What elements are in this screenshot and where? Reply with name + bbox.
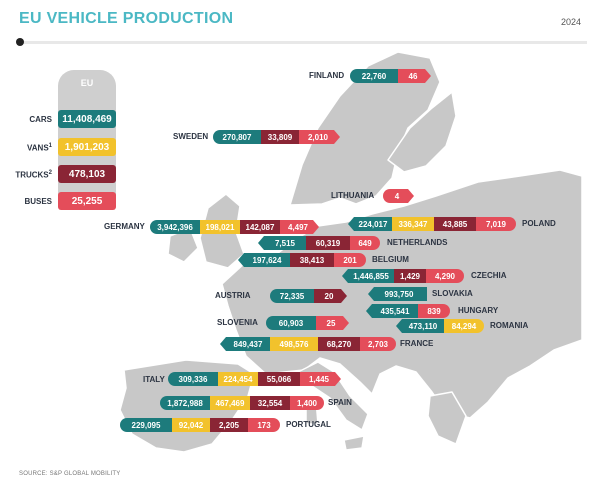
page-title: EU VEHICLE PRODUCTION	[19, 10, 234, 27]
austria-trucks-badge: 20	[314, 289, 347, 303]
country-label-sweden: SWEDEN	[173, 132, 209, 141]
spain-buses-badge: 1,400	[290, 396, 324, 410]
country-label-austria: AUSTRIA	[215, 291, 251, 300]
poland-trucks-badge: 43,885	[434, 217, 476, 231]
title-divider	[19, 41, 587, 44]
portugal-vans-badge: 92,042	[172, 418, 210, 432]
legend-label-buses: BUSES	[24, 197, 52, 206]
romania-cars-badge: 473,110	[396, 319, 447, 333]
finland-cars-badge: 22,760	[350, 69, 398, 83]
italy-cars-badge: 309,336	[168, 372, 218, 386]
country-label-netherlands: NETHERLANDS	[387, 238, 448, 247]
hungary-buses-badge: 839	[418, 304, 450, 318]
legend-label-vans: VANS1	[27, 143, 52, 153]
country-label-italy: ITALY	[143, 375, 165, 384]
spain-cars-badge: 1,872,988	[160, 396, 210, 410]
country-label-portugal: PORTUGAL	[286, 420, 331, 429]
lithuania-buses-badge: 4	[383, 189, 414, 203]
france-buses-badge: 2,703	[360, 337, 396, 351]
country-label-slovenia: SLOVENIA	[217, 318, 258, 327]
country-label-belgium: BELGIUM	[372, 255, 409, 264]
belgium-cars-badge: 197,624	[238, 253, 293, 267]
country-label-germany: GERMANY	[104, 222, 145, 231]
scandinavia-shape	[289, 51, 441, 206]
italy-vans-badge: 224,454	[218, 372, 258, 386]
spain-vans-badge: 467,469	[210, 396, 250, 410]
legend-value-cars: 11,408,469	[58, 110, 116, 128]
italy-buses-badge: 1,445	[300, 372, 341, 386]
czechia-cars-badge: 1,446,855	[342, 269, 397, 283]
france-trucks-badge: 68,270	[318, 337, 360, 351]
source-note: SOURCE: S&P GLOBAL MOBILITY	[19, 471, 121, 477]
austria-cars-badge: 72,335	[270, 289, 314, 303]
legend-value-vans: 1,901,203	[58, 138, 116, 156]
czechia-buses-badge: 4,290	[426, 269, 464, 283]
romania-vans-badge: 84,294	[444, 319, 484, 333]
country-label-czechia: CZECHIA	[471, 271, 507, 280]
legend-value-trucks: 478,103	[58, 165, 116, 183]
country-label-lithuania: LITHUANIA	[331, 191, 375, 200]
czechia-trucks-badge: 1,429	[394, 269, 426, 283]
country-label-slovakia: SLOVAKIA	[432, 289, 473, 298]
germany-buses-badge: 4,497	[280, 220, 319, 234]
slovakia-cars-badge: 993,750	[368, 287, 427, 301]
portugal-cars-badge: 229,095	[120, 418, 172, 432]
poland-buses-badge: 7,019	[476, 217, 516, 231]
legend-header: EU	[80, 78, 94, 88]
country-label-france: FRANCE	[400, 339, 434, 348]
netherlands-trucks-badge: 60,319	[306, 236, 350, 250]
poland-vans-badge: 336,347	[392, 217, 434, 231]
slovenia-cars-badge: 60,903	[266, 316, 316, 330]
germany-vans-badge: 198,021	[200, 220, 240, 234]
sicily-shape	[343, 435, 365, 451]
country-label-romania: ROMANIA	[490, 321, 529, 330]
portugal-buses-badge: 173	[248, 418, 280, 432]
greece-shape	[427, 391, 467, 445]
legend-label-trucks: TRUCKS2	[15, 170, 52, 180]
france-vans-badge: 498,576	[270, 337, 318, 351]
divider-dot	[16, 38, 24, 46]
netherlands-cars-badge: 7,515	[258, 236, 309, 250]
sweden-buses-badge: 2,010	[299, 130, 340, 144]
germany-trucks-badge: 142,087	[240, 220, 280, 234]
hungary-cars-badge: 435,541	[366, 304, 421, 318]
finland-buses-badge: 46	[398, 69, 431, 83]
sweden-trucks-badge: 33,809	[261, 130, 299, 144]
country-label-poland: POLAND	[522, 219, 556, 228]
spain-trucks-badge: 32,554	[250, 396, 290, 410]
year-label: 2024	[560, 17, 581, 27]
italy-trucks-badge: 55,066	[258, 372, 300, 386]
sweden-cars-badge: 270,807	[213, 130, 261, 144]
belgium-trucks-badge: 38,413	[290, 253, 334, 267]
finland-shape	[387, 91, 457, 173]
france-cars-badge: 849,437	[220, 337, 273, 351]
legend-value-buses: 25,255	[58, 192, 116, 210]
country-label-hungary: HUNGARY	[458, 306, 499, 315]
germany-cars-badge: 3,942,396	[150, 220, 200, 234]
portugal-trucks-badge: 2,205	[210, 418, 248, 432]
belgium-buses-badge: 201	[334, 253, 366, 267]
poland-cars-badge: 224,017	[348, 217, 395, 231]
slovenia-buses-badge: 25	[316, 316, 349, 330]
country-label-finland: FINLAND	[309, 71, 345, 80]
country-label-spain: SPAIN	[328, 398, 352, 407]
legend-label-cars: CARS	[29, 115, 52, 124]
netherlands-buses-badge: 649	[350, 236, 380, 250]
